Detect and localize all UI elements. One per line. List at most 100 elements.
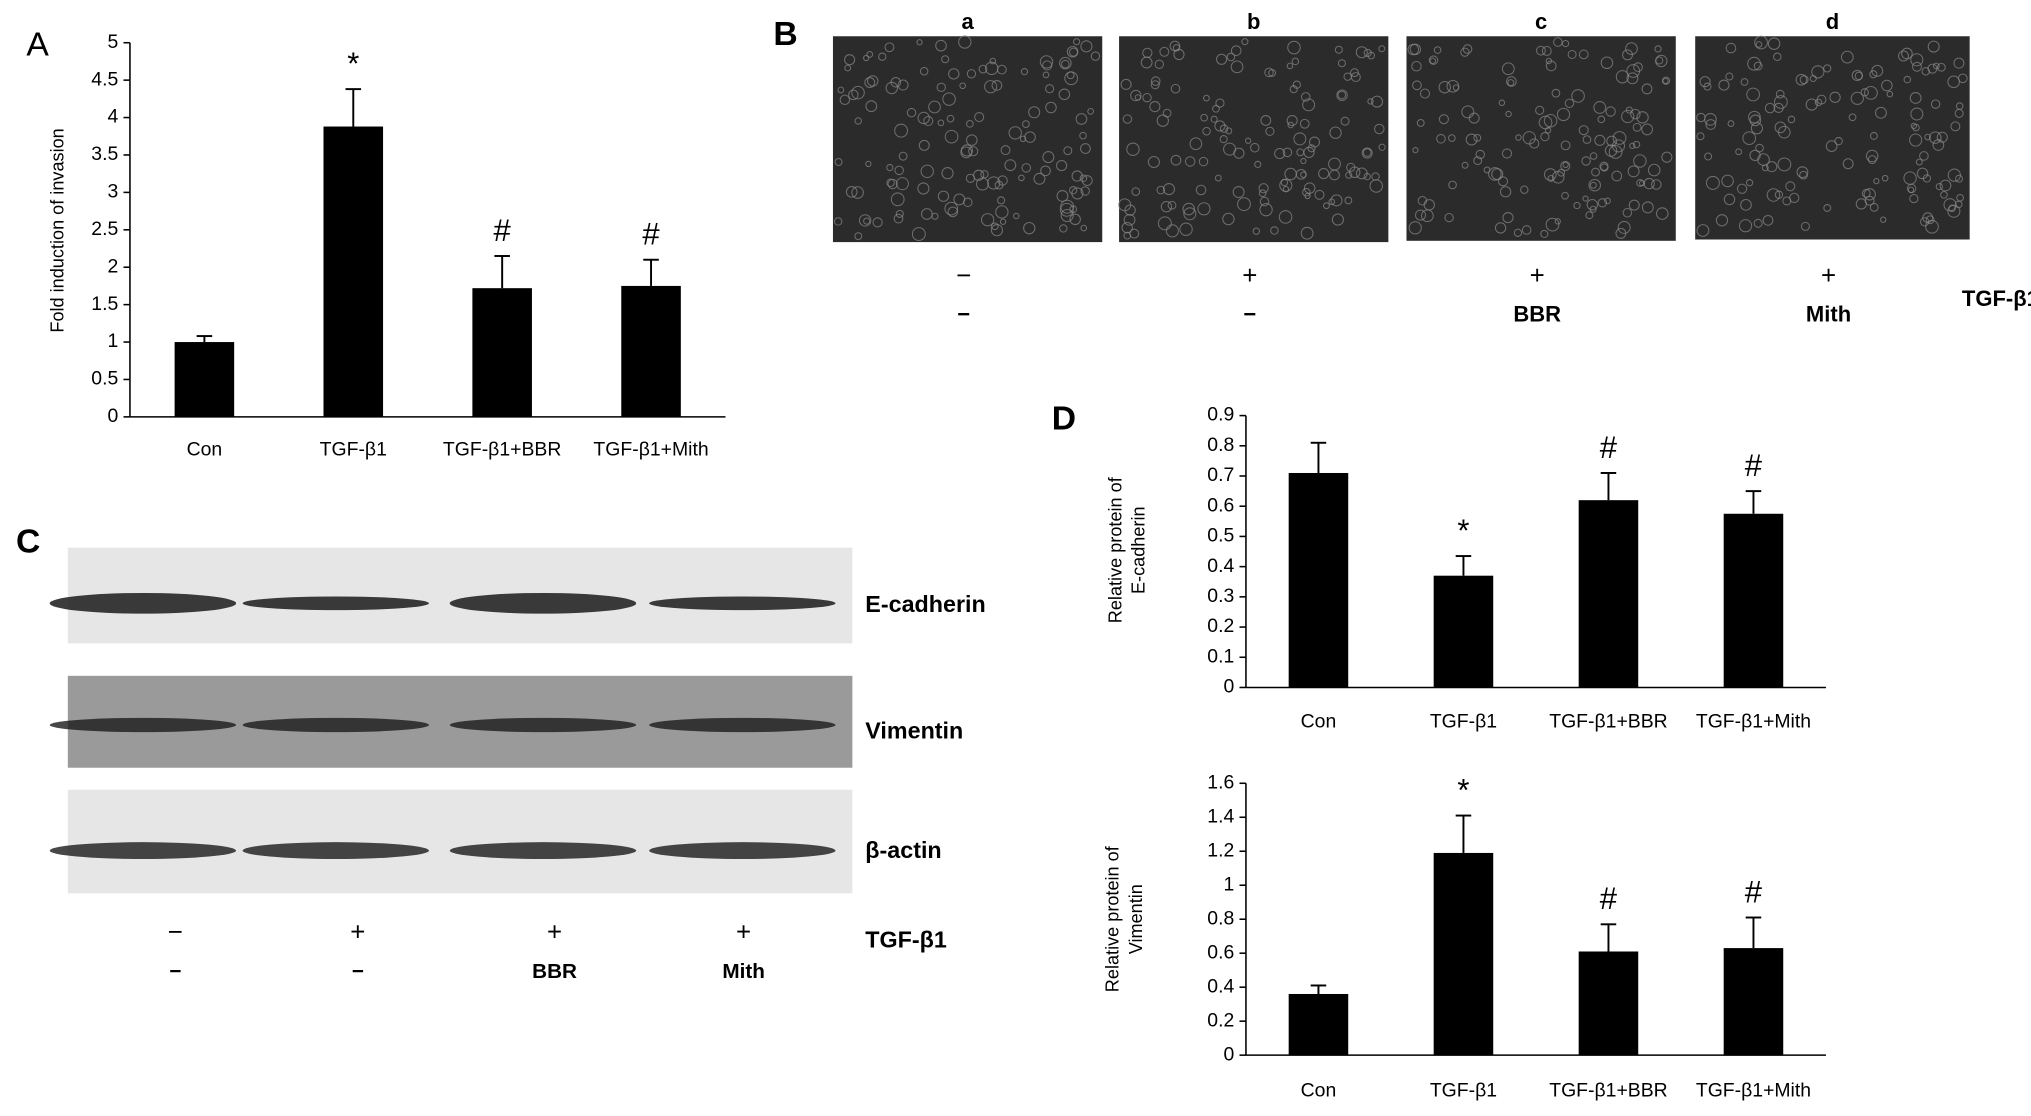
x-tick-label: TGF-β1+Mith [1696,711,1811,733]
cell [928,100,941,114]
error-bar [345,88,362,127]
cell [884,42,895,53]
cell [966,69,977,79]
cell [1641,83,1653,95]
cell [844,64,852,72]
cell [1617,220,1631,234]
cell [1501,148,1513,159]
cell [1597,115,1606,124]
y-tick-label: 2 [108,255,119,277]
micrograph-label: a [961,9,974,34]
cell [1299,118,1310,129]
blot-band [242,596,430,611]
cell [1230,60,1244,74]
y-tick-label: 0.5 [91,368,118,390]
cell [1521,225,1532,235]
cell [1142,92,1152,103]
cell [995,205,1009,219]
cell [937,190,950,202]
cell [981,213,995,227]
cell [1170,154,1182,166]
cell [1473,156,1483,166]
cell [1611,170,1623,182]
cell [1433,46,1442,54]
cell [1258,183,1269,194]
cell [1129,228,1140,239]
cell [1069,186,1078,195]
cell [919,66,929,76]
cell [997,196,1006,205]
cell [1823,204,1832,212]
blot-band [242,842,430,860]
cell [1599,161,1609,171]
blot-band [449,717,637,733]
cell [1183,207,1197,221]
cell [1355,46,1368,59]
cell [1154,59,1164,69]
cell [1924,133,1931,141]
cell [1350,72,1361,83]
cell [1182,202,1196,216]
y-tick-label: 0.6 [1207,941,1234,963]
cell [959,82,966,90]
cell [1378,45,1386,53]
blot-band [449,842,637,860]
blot-band [649,842,836,860]
cell [990,222,999,231]
y-tick-label: 0.2 [1207,1009,1234,1031]
cell [1630,108,1641,120]
cell [845,186,858,198]
significance-mark: # [1745,874,1763,909]
cell [1080,224,1088,232]
y-tick-label: 0.7 [1207,464,1234,486]
cell [1080,186,1090,196]
cell [1573,201,1581,210]
y-tick-label: 1 [1224,873,1235,895]
cell [844,54,856,66]
row-label: TGF-β1 [865,926,947,952]
y-tick-label: 0.4 [1207,975,1234,997]
panel-label: A [26,26,49,63]
cell [1072,38,1081,46]
error-bar [1455,814,1472,853]
cell [1848,113,1857,122]
error-bar [1600,923,1617,952]
significance-mark: * [347,46,359,81]
cell [1755,41,1763,48]
cell [1254,160,1262,168]
cell [1662,77,1669,84]
cell [1189,137,1203,151]
cell [1303,182,1316,194]
cell [1796,166,1809,179]
cell [1520,185,1529,194]
cell [1936,131,1948,143]
cell [1604,197,1611,205]
blot-strip [49,789,853,894]
cell [837,86,845,94]
x-tick-label: TGF-β1 [1430,711,1497,733]
blot-bg [67,789,853,894]
cell [1215,98,1225,108]
cell [946,114,955,123]
cell [1723,193,1736,206]
cell [1300,157,1307,165]
cell [1079,174,1088,183]
y-axis-label: E-cadherin [1129,506,1149,594]
cell [1762,214,1774,226]
cell [1284,167,1297,181]
cell [1012,212,1020,220]
cell [1811,65,1825,79]
cell [1303,146,1315,159]
cell [1069,213,1081,226]
cell [1126,142,1140,156]
cell [1605,106,1616,117]
cell [1915,158,1923,166]
cell [1696,132,1705,141]
cell [1059,224,1068,233]
cell [1736,183,1748,194]
cell [1925,215,1935,225]
significance-mark: # [1745,448,1763,483]
cell [1063,146,1073,156]
cell [886,178,895,187]
cell [1696,224,1710,237]
